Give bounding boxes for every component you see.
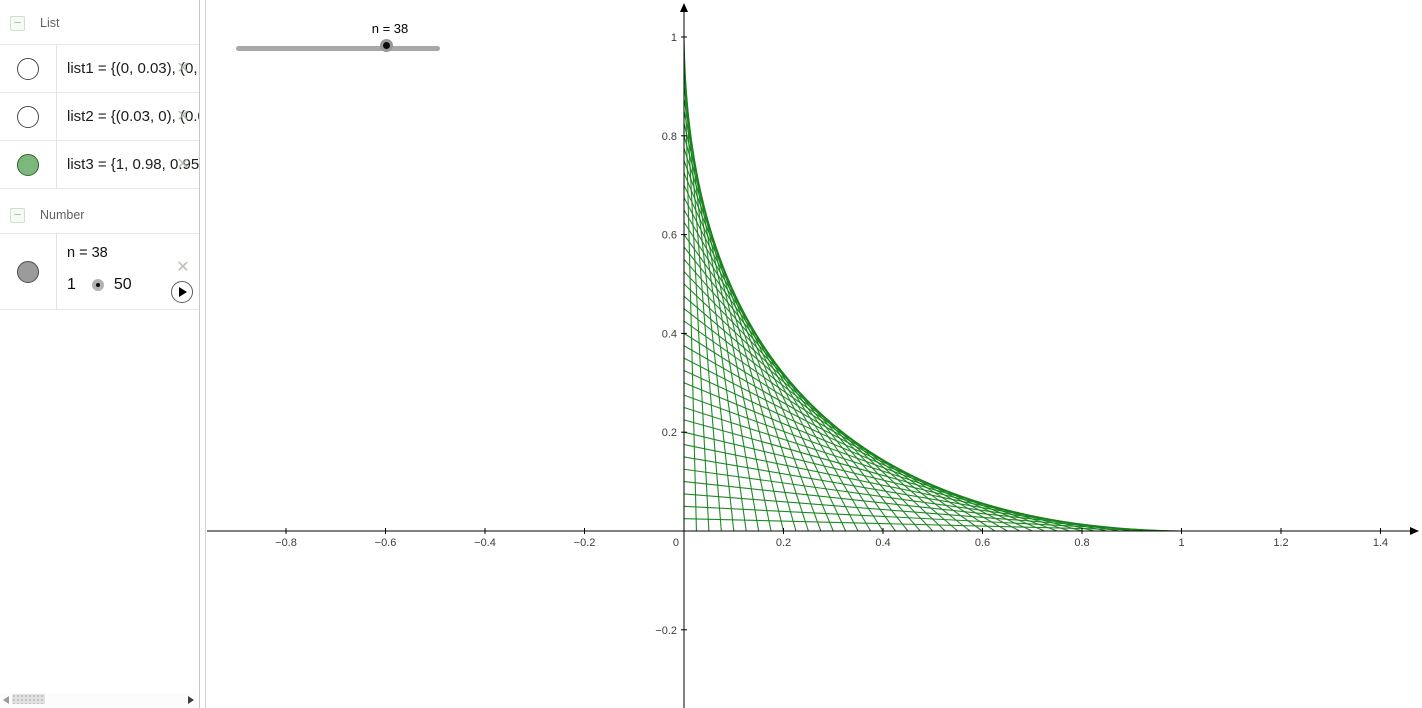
string-art-segment[interactable] [683,61,722,532]
section-label: List [40,16,60,30]
close-icon[interactable]: ✕ [176,59,190,77]
string-art-segment[interactable] [683,320,983,532]
x-axis-tick-label: −0.8 [275,537,297,549]
definition-text: list1 = {(0, 0.03), (0, 0 [67,60,199,77]
string-art-segment[interactable] [683,332,996,532]
scroll-right-arrow-icon[interactable] [188,696,194,704]
mini-slider-handle[interactable] [91,279,104,291]
x-axis-tick-label: −0.2 [574,537,596,549]
algebra-view: − List list1 = {(0, 0.03), (0, 0 ✕ list2… [0,0,200,708]
y-axis-tick-label: 0.8 [662,131,677,143]
string-art-segment[interactable] [683,431,1095,532]
string-art-segment[interactable] [683,73,735,532]
string-art-segment[interactable] [683,234,896,532]
definition-text: list2 = {(0.03, 0), (0.0 [67,108,199,125]
slider-max-label: 50 [113,276,132,293]
collapse-icon[interactable]: − [10,16,25,31]
visibility-toggle-list2[interactable] [17,105,39,128]
string-art-segment[interactable] [683,345,1008,532]
string-art-segment[interactable] [683,406,1070,532]
x-axis-tick-label: 1 [1178,537,1184,549]
x-axis-tick-label: 0.6 [975,537,990,549]
mini-slider[interactable]: 1 50 [67,273,132,297]
slider-handle[interactable] [380,39,394,52]
slider-track[interactable] [236,46,440,51]
string-art-segment[interactable] [683,444,1107,532]
y-axis-tick-label: 1 [671,32,677,44]
marble-cell [0,93,57,140]
string-art-segment[interactable] [683,49,710,532]
algebra-row-list1[interactable]: list1 = {(0, 0.03), (0, 0 ✕ [0,44,199,92]
close-icon[interactable]: ✕ [176,155,190,173]
visibility-toggle-n[interactable] [17,260,39,283]
string-art-segment[interactable] [683,258,921,532]
scroll-left-arrow-icon[interactable] [3,696,9,704]
origin-label: 0 [673,537,679,549]
marble-cell [0,234,57,309]
string-art-segment[interactable] [683,246,909,532]
string-art-segment[interactable] [683,369,1033,532]
string-art-segment[interactable] [683,271,934,532]
x-axis-tick-label: −0.6 [375,537,397,549]
slider-min-label: 1 [67,276,76,293]
section-header-number: − Number [0,207,198,239]
definition-text: list3 = {1, 0.98, 0.95, [67,156,199,173]
visibility-toggle-list3[interactable] [17,153,39,176]
section-header-list: − List [0,15,198,47]
play-animation-button[interactable] [171,281,193,303]
x-axis-tick-label: −0.4 [474,537,496,549]
y-axis-tick-label: −0.2 [655,625,677,637]
x-axis-tick-label: 0.8 [1074,537,1089,549]
y-axis-tick-label: 0.4 [662,328,677,340]
x-axis-tick-label: 0.2 [776,537,791,549]
scrollbar-thumb[interactable] [12,694,45,704]
x-axis-arrow-icon [1410,527,1419,535]
string-art-segment[interactable] [683,98,760,532]
y-axis-tick-label: 0.6 [662,230,677,242]
marble-cell [0,45,57,92]
horizontal-scrollbar[interactable] [0,693,197,706]
slider-value-label: n = 38 [371,21,409,36]
algebra-row-number-n[interactable]: n = 38 1 50 ✕ [0,233,199,310]
visibility-toggle-list1[interactable] [17,57,39,80]
string-art-segment[interactable] [683,36,697,532]
close-icon[interactable]: ✕ [176,107,190,125]
x-axis-tick-label: 0.4 [875,537,890,549]
x-axis-tick-label: 1.4 [1373,537,1388,549]
string-art-segment[interactable] [683,394,1058,532]
string-art-segment[interactable] [683,419,1083,532]
x-axis-tick-label: 1.2 [1273,537,1288,549]
play-icon [179,286,187,297]
collapse-icon[interactable]: − [10,208,25,223]
y-axis-tick-label: 0.2 [662,427,677,439]
plot-canvas[interactable]: −0.8 −0.6 −0.4 −0.2 0.2 0.4 0.6 0.8 1 1.2 1.4 1 0.8 0… [206,0,1422,708]
algebra-row-list3[interactable]: list3 = {1, 0.98, 0.95, ✕ [0,140,199,189]
slider-definition: n = 38 [67,245,108,261]
section-label: Number [40,208,85,222]
string-art-segment[interactable] [683,357,1021,532]
close-icon[interactable]: ✕ [176,259,190,276]
graphics-view[interactable]: −0.8 −0.6 −0.4 −0.2 0.2 0.4 0.6 0.8 1 1.2 1.4 1 0.8 0… [205,0,1422,708]
marble-cell [0,141,57,188]
string-art-segment[interactable] [683,382,1045,532]
y-axis-arrow-icon [680,3,688,12]
string-art-segment[interactable] [683,86,747,532]
algebra-row-list2[interactable]: list2 = {(0.03, 0), (0.0 ✕ [0,92,199,140]
